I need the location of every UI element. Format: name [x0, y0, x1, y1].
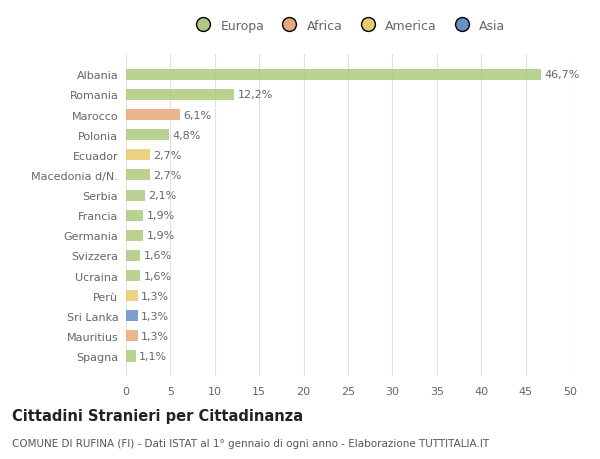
Text: 2,7%: 2,7% — [154, 151, 182, 161]
Text: 12,2%: 12,2% — [238, 90, 273, 100]
Bar — [126, 270, 140, 281]
Legend: Europa, Africa, America, Asia: Europa, Africa, America, Asia — [190, 20, 506, 33]
Text: 1,1%: 1,1% — [139, 351, 167, 361]
Bar — [126, 110, 180, 121]
Text: 1,9%: 1,9% — [146, 211, 175, 221]
Text: 1,6%: 1,6% — [144, 251, 172, 261]
Bar — [126, 291, 137, 302]
Text: 4,8%: 4,8% — [172, 130, 200, 140]
Text: 46,7%: 46,7% — [544, 70, 580, 80]
Text: 6,1%: 6,1% — [184, 110, 212, 120]
Bar — [126, 170, 150, 181]
Bar — [126, 210, 143, 221]
Text: 1,6%: 1,6% — [144, 271, 172, 281]
Text: Cittadini Stranieri per Cittadinanza: Cittadini Stranieri per Cittadinanza — [12, 408, 303, 423]
Bar — [126, 190, 145, 201]
Bar — [126, 230, 143, 241]
Bar — [126, 150, 150, 161]
Text: 1,3%: 1,3% — [141, 331, 169, 341]
Text: 1,9%: 1,9% — [146, 231, 175, 241]
Text: COMUNE DI RUFINA (FI) - Dati ISTAT al 1° gennaio di ogni anno - Elaborazione TUT: COMUNE DI RUFINA (FI) - Dati ISTAT al 1°… — [12, 438, 489, 448]
Text: 1,3%: 1,3% — [141, 311, 169, 321]
Text: 1,3%: 1,3% — [141, 291, 169, 301]
Bar — [126, 70, 541, 81]
Bar — [126, 330, 137, 341]
Bar — [126, 351, 136, 362]
Bar — [126, 130, 169, 141]
Bar — [126, 90, 235, 101]
Bar — [126, 311, 137, 322]
Text: 2,1%: 2,1% — [148, 190, 176, 201]
Text: 2,7%: 2,7% — [154, 171, 182, 180]
Bar — [126, 250, 140, 262]
